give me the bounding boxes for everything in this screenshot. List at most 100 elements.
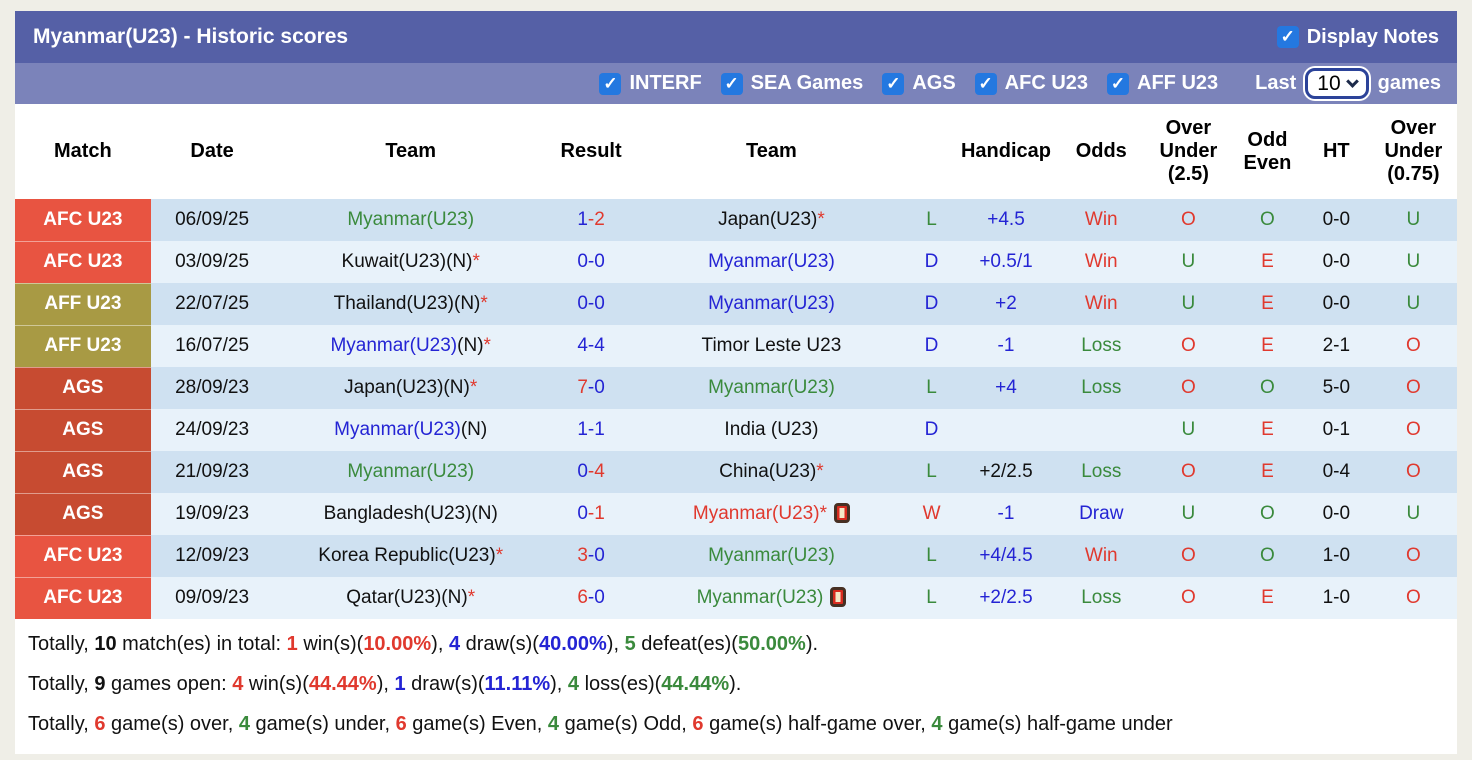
filter-checkbox[interactable]: ✓ [974, 72, 997, 95]
away-team-cell: Myanmar(U23) [634, 283, 909, 325]
text-part: L [926, 587, 937, 608]
handicap-cell: +0.5/1 [954, 241, 1058, 283]
summary-segment: ). [805, 632, 819, 655]
text-part: Qatar(U23)(N) [346, 587, 468, 608]
text-part: -2 [587, 209, 605, 230]
text-part: U [1406, 293, 1421, 314]
odds-cell: Loss [1057, 451, 1145, 493]
text-part: U [1181, 503, 1196, 524]
column-header: Match [15, 104, 151, 199]
filter-label: AGS [912, 72, 956, 94]
result-cell: 1-2 [548, 199, 635, 241]
text-part: D [924, 335, 939, 356]
text-part: E [1261, 293, 1274, 314]
away-team-cell: Japan(U23)* [634, 199, 909, 241]
text-part: -0 [587, 587, 605, 608]
text-part: 6 [577, 587, 588, 608]
over-under-25-cell: O [1144, 325, 1232, 367]
last-label: Last [1255, 72, 1297, 94]
last-games-control: Last 10 games [1255, 68, 1441, 99]
summary-segment: 1 [394, 672, 406, 695]
filter-label: SEA Games [750, 72, 864, 94]
summary-segment: games open: [105, 672, 233, 695]
text-part: Korea Republic(U23) [318, 545, 496, 566]
text-part: U [1181, 419, 1196, 440]
filter-checkbox[interactable]: ✓ [882, 72, 905, 95]
odds-cell: Win [1057, 283, 1145, 325]
text-part: Draw [1079, 503, 1124, 524]
home-team-cell: Qatar(U23)(N)* [273, 577, 548, 619]
away-team-cell: Myanmar(U23) [634, 535, 909, 577]
text-part: 0-0 [1322, 251, 1351, 272]
away-team-cell: China(U23)* [634, 451, 909, 493]
date-cell: 19/09/23 [150, 493, 274, 535]
text-part: 0-1 [1322, 419, 1351, 440]
result-cell: 4-4 [548, 325, 635, 367]
filter-item-aff-u23[interactable]: ✓ AFF U23 [1107, 72, 1218, 95]
display-notes-toggle[interactable]: ✓ Display Notes [1276, 26, 1439, 49]
text-part: 0-0 [1322, 293, 1351, 314]
over-under-075-cell: O [1369, 451, 1457, 493]
text-part: D [924, 293, 939, 314]
summary-segment: game(s) under, [249, 712, 396, 735]
column-header: Team [273, 104, 548, 199]
summary-segment: 6 [395, 712, 407, 735]
column-header: Odd Even [1231, 104, 1303, 199]
odd-even-cell: E [1231, 325, 1303, 367]
text-part: 5-0 [1322, 377, 1351, 398]
text-part: Myanmar(U23) [330, 335, 458, 356]
text-part: U [1406, 251, 1421, 272]
text-part: 0 [577, 503, 588, 524]
summary-segment: 50.00% [737, 632, 806, 655]
filter-item-sea-games[interactable]: ✓ SEA Games [720, 72, 864, 95]
home-team-cell: Kuwait(U23)(N)* [273, 241, 548, 283]
text-part: U [1181, 251, 1196, 272]
text-part: Myanmar(U23) [708, 293, 835, 314]
summary-segment: draw(s)( [460, 632, 539, 655]
summary-segment: 6 [94, 712, 106, 735]
games-count-select[interactable]: 10 [1305, 68, 1369, 99]
filter-item-afc-u23[interactable]: ✓ AFC U23 [974, 72, 1089, 95]
match-league-badge: AFC U23 [15, 535, 151, 578]
wdl-cell: L [908, 535, 955, 577]
text-part: +4/4.5 [979, 545, 1033, 566]
text-part: Win [1084, 545, 1118, 566]
filter-item-ags[interactable]: ✓ AGS [882, 72, 956, 95]
filter-checkbox[interactable]: ✓ [1107, 72, 1130, 95]
text-part: -0 [587, 545, 605, 566]
text-part: O [1260, 545, 1275, 566]
odd-even-cell: O [1231, 367, 1303, 409]
filter-label: AFC U23 [1004, 72, 1089, 94]
table-header-row: Match Date Team Result Team Handicap Odds Over … [15, 104, 1457, 199]
odd-even-cell: E [1231, 451, 1303, 493]
wdl-cell: L [908, 451, 955, 493]
filter-item-interf[interactable]: ✓ INTERF [599, 72, 702, 95]
odd-even-cell: O [1231, 493, 1303, 535]
red-card-icon [830, 587, 847, 607]
filter-checkbox[interactable]: ✓ [599, 72, 622, 95]
text-part: L [926, 209, 937, 230]
odds-cell: Loss [1057, 367, 1145, 409]
summary-segment: 44.44% [661, 672, 730, 695]
text-part: (N) [460, 419, 488, 440]
text-part: D [924, 251, 939, 272]
odds-cell: Loss [1057, 325, 1145, 367]
display-notes-checkbox[interactable]: ✓ [1276, 26, 1299, 48]
text-part: L [926, 545, 937, 566]
filter-label: INTERF [629, 72, 702, 94]
filter-checkbox[interactable]: ✓ [720, 72, 743, 95]
odds-cell [1057, 409, 1145, 451]
half-time-cell: 0-0 [1302, 241, 1370, 283]
text-part: O [1405, 461, 1421, 482]
wdl-cell: D [908, 325, 955, 367]
text-part: O [1181, 587, 1196, 608]
text-part: O [1405, 335, 1421, 356]
text-part: 2-1 [1322, 335, 1351, 356]
over-under-075-cell: O [1369, 577, 1457, 619]
text-part: -0 [587, 377, 605, 398]
text-part: * [472, 251, 480, 272]
text-part: O [1181, 335, 1196, 356]
away-team-cell: Myanmar(U23)* [634, 493, 909, 535]
home-team-cell: Japan(U23)(N)* [273, 367, 548, 409]
text-part: O [1181, 209, 1196, 230]
